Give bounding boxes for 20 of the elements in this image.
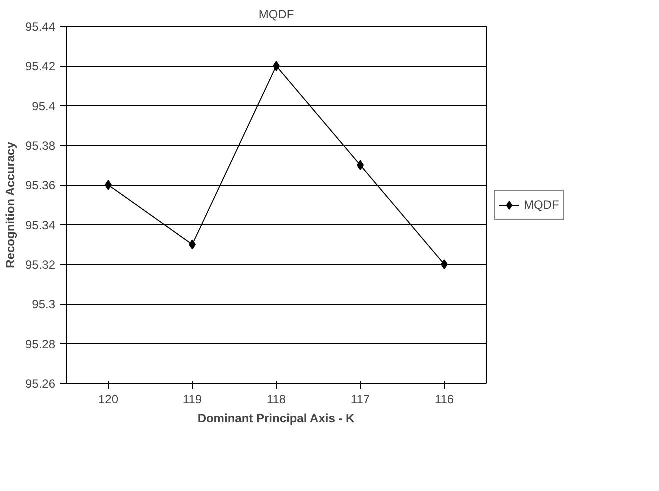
y-tick-label: 95.4: [32, 99, 56, 114]
legend-label: MQDF: [524, 198, 560, 212]
y-tick-label: 95.32: [25, 258, 56, 272]
y-tick-label: 95.36: [25, 178, 56, 193]
x-tick-label: 120: [98, 392, 119, 406]
x-tick-label: 117: [350, 392, 370, 406]
y-tick-label: 95.28: [25, 337, 56, 352]
y-tick-label: 95.42: [25, 60, 56, 74]
chart-title: MQDF: [258, 8, 294, 22]
x-tick-label: 118: [266, 392, 286, 406]
y-tick-label: 95.26: [25, 377, 56, 391]
y-tick-label: 95.44: [25, 20, 56, 34]
x-tick-label: 116: [434, 392, 454, 406]
x-tick-label: 119: [182, 392, 202, 406]
y-tick-label: 95.34: [25, 218, 56, 232]
y-tick-label: 95.3: [32, 298, 56, 312]
y-tick-label: 95.38: [25, 139, 56, 153]
point: [441, 260, 448, 270]
x-axis-title: Dominant Principal Axis - K: [198, 412, 356, 426]
y-axis-title: Recognition Accuracy: [3, 142, 18, 268]
